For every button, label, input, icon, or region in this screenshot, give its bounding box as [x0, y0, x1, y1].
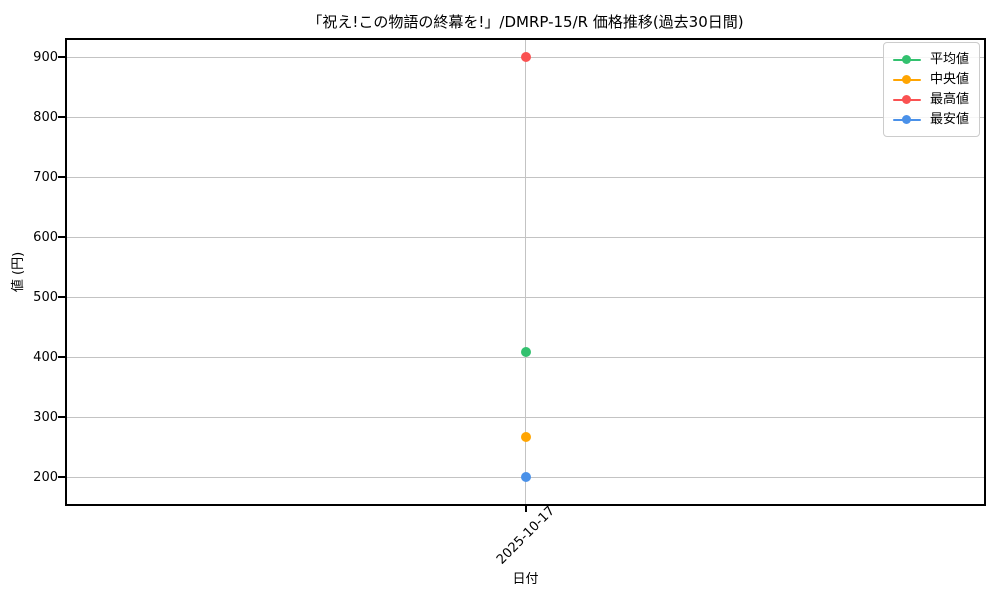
y-tick-mark [58, 476, 65, 479]
legend-dot [902, 115, 912, 124]
legend-item: 最安値 [892, 110, 969, 129]
legend-label: 最高値 [929, 92, 969, 107]
legend-item: 中央値 [892, 70, 969, 89]
data-point-平均値 [520, 347, 531, 358]
y-tick-mark [58, 176, 65, 179]
legend-marker-icon [892, 75, 921, 85]
y-tick-mark [58, 56, 65, 59]
x-gridline [525, 38, 526, 506]
y-tick-label: 600 [33, 229, 58, 245]
data-point-最安値 [520, 472, 531, 483]
legend-dot [902, 55, 912, 64]
legend-item: 平均値 [892, 50, 969, 69]
legend-marker-icon [892, 55, 921, 65]
y-tick-label: 500 [33, 289, 58, 305]
legend-dot [902, 75, 912, 84]
legend-label: 最安値 [929, 112, 969, 127]
plot-area [65, 38, 986, 506]
y-tick-label: 700 [33, 169, 58, 185]
legend-marker-icon [892, 115, 921, 125]
y-tick-label: 400 [33, 349, 58, 365]
legend-marker-icon [892, 95, 921, 105]
legend-label: 中央値 [929, 72, 969, 87]
y-tick-mark [58, 416, 65, 419]
chart-title: 「祝え!この物語の終幕を!」/DMRP-15/R 価格推移(過去30日間) [307, 13, 744, 31]
y-tick-label: 300 [33, 409, 58, 425]
data-point-最高値 [520, 52, 531, 63]
y-tick-mark [58, 236, 65, 239]
y-tick-mark [58, 116, 65, 119]
x-axis-label: 日付 [512, 572, 539, 587]
y-tick-label: 900 [33, 49, 58, 65]
x-tick-mark [524, 506, 527, 512]
legend: 平均値中央値最高値最安値 [882, 42, 980, 137]
data-point-中央値 [520, 432, 531, 443]
legend-item: 最高値 [892, 90, 969, 109]
legend-label: 平均値 [929, 52, 969, 67]
y-tick-label: 200 [33, 469, 58, 485]
y-tick-mark [58, 356, 65, 359]
legend-dot [902, 95, 912, 104]
y-tick-mark [58, 296, 65, 299]
y-tick-label: 800 [33, 109, 58, 125]
